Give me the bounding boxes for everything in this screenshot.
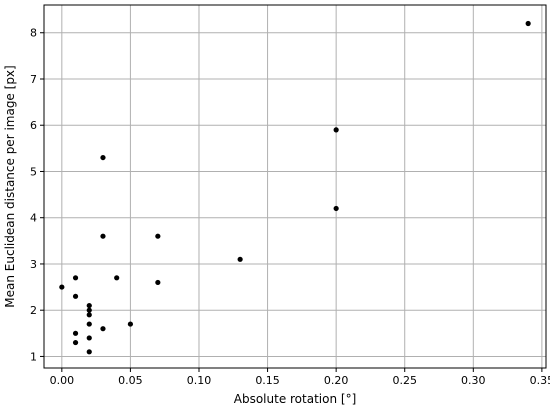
data-point xyxy=(155,279,161,286)
axis-ticks: 0.00 0.05 0.10 0.15 0.20 0.25 0.30 0.35 1 2 3 4 5 6 7 8 xyxy=(30,27,550,387)
y-tick-label: 8 xyxy=(30,27,37,40)
data-points xyxy=(59,20,531,355)
data-point xyxy=(525,20,531,27)
data-point xyxy=(333,205,339,212)
x-tick-label: 0.30 xyxy=(461,374,486,387)
data-point xyxy=(72,275,79,281)
data-point xyxy=(333,127,339,133)
grid-lines xyxy=(44,5,546,368)
x-tick-label: 0.15 xyxy=(255,374,280,387)
y-tick-label: 4 xyxy=(30,212,37,225)
data-point xyxy=(86,302,92,309)
data-point xyxy=(155,233,161,239)
y-tick-label: 2 xyxy=(30,304,37,317)
x-tick-label: 0.35 xyxy=(530,374,550,387)
data-point xyxy=(86,312,92,318)
y-tick-label: 3 xyxy=(30,258,37,271)
y-axis-label: Mean Euclidean distance per image [px] xyxy=(3,65,17,307)
data-point xyxy=(127,321,134,327)
x-tick-label: 0.20 xyxy=(324,374,349,387)
data-point xyxy=(59,284,65,290)
y-tick-label: 7 xyxy=(30,73,37,86)
x-tick-label: 0.25 xyxy=(392,374,417,387)
data-point xyxy=(86,349,92,355)
y-tick-label: 1 xyxy=(30,350,37,363)
data-point xyxy=(100,233,106,239)
data-point xyxy=(86,335,92,341)
data-point xyxy=(237,256,243,262)
data-point xyxy=(114,275,120,281)
data-point xyxy=(86,321,92,327)
x-tick-label: 0.00 xyxy=(50,374,75,387)
x-axis-label: Absolute rotation [°] xyxy=(234,392,357,406)
y-tick-label: 5 xyxy=(30,165,37,178)
data-point xyxy=(72,339,79,346)
plot-frame xyxy=(43,4,547,369)
data-point xyxy=(86,307,92,313)
data-point xyxy=(100,326,106,332)
data-point xyxy=(72,293,79,299)
data-point xyxy=(100,154,106,161)
data-point xyxy=(72,330,79,336)
y-tick-label: 6 xyxy=(30,119,37,132)
x-tick-label: 0.05 xyxy=(118,374,143,387)
x-tick-label: 0.10 xyxy=(187,374,212,387)
